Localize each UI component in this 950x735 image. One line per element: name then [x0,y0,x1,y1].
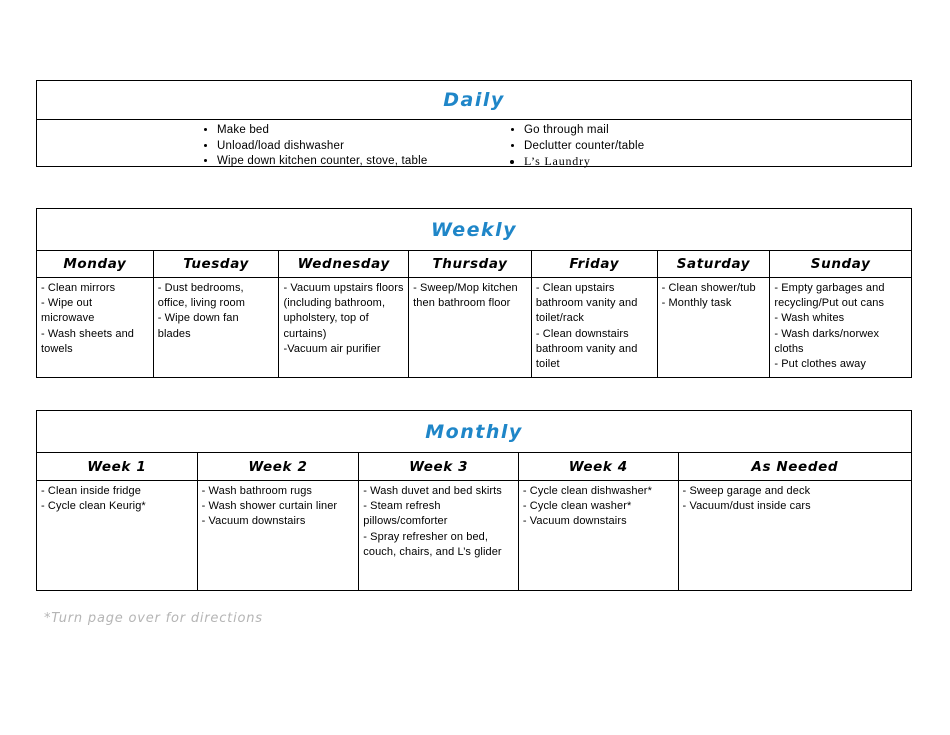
column-header: Week 4 [517,453,678,480]
column-cell: - Vacuum upstairs floors (including bath… [278,278,408,377]
task-item: - Wash duvet and bed skirts [363,485,502,497]
task-item: - Clean mirrors [41,282,116,294]
task-list-item: Declutter counter/table [524,139,911,155]
column-header: Thursday [408,251,531,277]
task-item: - Spray refresher on bed, couch, chairs,… [363,530,502,558]
column-header: Wednesday [278,251,408,277]
task-list-item: L’s Laundry [524,154,911,170]
column-cell: - Empty garbages and recycling/Put out c… [769,278,911,377]
column-cell: - Cycle clean dishwasher* - Cycle clean w… [517,481,678,590]
task-item: - Clean upstairs bathroom vanity and toi… [535,282,638,325]
task-item: - Cycle clean dishwasher* [522,485,652,497]
task-item: - Vacuum downstairs [522,515,627,528]
task-item: - Clean shower/tub [661,282,756,294]
monthly-title: Monthly [425,420,523,443]
task-item: -Vacuum air purifier [283,342,381,355]
daily-right-column: Go through mailDeclutter counter/tableL’… [474,120,911,168]
task-list-item: Make bed [217,123,474,139]
column-cell: - Dust bedrooms, office, living room - Wi… [152,278,279,377]
task-item: - Wash whites [774,312,845,325]
column-cell: - Clean inside fridge - Cycle clean Keuri… [37,481,197,590]
monthly-week-cells: - Clean inside fridge - Cycle clean Keuri… [37,481,911,590]
task-item: - Wipe out microwave [41,297,95,325]
daily-table: Daily Make bedUnload/load dishwasherWipe… [36,80,912,168]
task-item: - Vacuum downstairs [201,515,306,528]
daily-left-list: Make bedUnload/load dishwasherWipe down … [197,123,474,170]
column-cell: - Wash duvet and bed skirts - Steam refre… [358,481,518,590]
weekly-title-row: Weekly [37,209,911,251]
monthly-week-headers: Week 1 Week 2 Week 3 Week 4 As Needed [37,453,911,481]
task-item: - Wash sheets and towels [41,327,135,355]
task-item: - Monthly task [661,297,732,310]
column-cell: - Clean shower/tub - Monthly task [656,278,770,377]
footer-note: *Turn page over for directions [44,611,263,626]
task-item: - Empty garbages and recycling/Put out c… [774,282,885,310]
column-cell: - Clean mirrors - Wipe out microwave - Was… [37,278,153,377]
column-header: Tuesday [152,251,279,277]
task-item: - Put clothes away [774,358,866,371]
column-header: Saturday [656,251,770,277]
daily-title-row: Daily [37,81,911,120]
task-item: - Wash shower curtain liner [201,500,338,513]
task-item: - Wash bathroom rugs [201,485,313,497]
task-item: - Vacuum upstairs floors (including bath… [283,282,404,340]
task-list-item: Go through mail [524,123,911,139]
column-header: Week 1 [87,458,147,475]
task-item: - Vacuum/dust inside cars [682,500,811,513]
task-item: - Cycle clean Keurig* [41,500,146,513]
column-cell: - Clean upstairs bathroom vanity and toi… [530,278,657,377]
monthly-table: Monthly Week 1 Week 2 Week 3 Week 4 As Neede… [36,410,912,591]
monthly-title-row: Monthly [37,411,911,453]
column-cell: - Sweep/Mop kitchen then bathroom floor [408,278,531,377]
task-list-item: Wipe down kitchen counter, stove, table [217,154,474,170]
weekly-day-cells: - Clean mirrors - Wipe out microwave - Was… [37,278,911,377]
column-header: Monday [63,256,127,272]
column-header: As Needed [677,453,911,480]
weekly-day-headers: Monday Tuesday Wednesday Thursday Friday Satu… [37,251,911,278]
task-item: - Sweep/Mop kitchen then bathroom floor [413,282,518,310]
task-item: - Steam refresh pillows/comforter [363,500,448,528]
task-item: - Dust bedrooms, office, living room [157,282,246,310]
daily-title: Daily [443,89,505,111]
task-item: - Cycle clean washer* [522,500,632,513]
column-cell: - Wash bathroom rugs - Wash shower curtai… [196,481,359,590]
task-item: - Wipe down fan blades [157,312,239,340]
task-item: - Clean downstairs bathroom vanity and t… [535,327,638,371]
column-header: Week 3 [358,453,518,480]
daily-left-column: Make bedUnload/load dishwasherWipe down … [37,120,474,167]
column-header: Week 2 [196,453,359,480]
task-item: - Sweep garage and deck [682,485,811,497]
daily-right-list: Go through mailDeclutter counter/tableL’… [504,123,911,170]
task-list-item: Unload/load dishwasher [217,139,474,155]
task-item: - Clean inside fridge [41,485,141,497]
weekly-table: Weekly Monday Tuesday Wednesday Thursday Fri… [36,208,912,378]
column-cell: - Sweep garage and deck - Vacuum/dust ins… [677,481,911,590]
task-item: - Wash darks/norwex cloths [774,327,880,355]
column-header: Friday [530,251,657,277]
daily-body: Make bedUnload/load dishwasherWipe down … [37,120,911,168]
weekly-title: Weekly [430,218,518,241]
column-header: Sunday [769,251,911,277]
